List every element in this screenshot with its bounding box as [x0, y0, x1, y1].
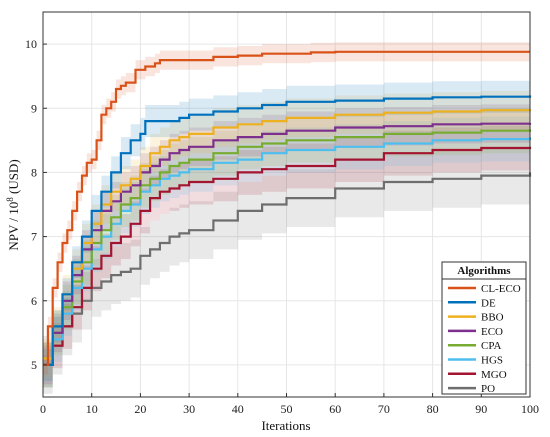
- legend-label-hgs: HGS: [481, 355, 503, 367]
- x-tick-label: 100: [521, 402, 539, 416]
- x-tick-label: 80: [427, 402, 439, 416]
- x-ticks: 0 10 20 30 40 50 60 70 80 90 100: [40, 393, 539, 416]
- y-tick-label: 8: [31, 165, 37, 179]
- legend-title: Algorithms: [457, 265, 511, 277]
- y-tick-label: 10: [25, 37, 37, 51]
- legend-label-eco: ECO: [481, 326, 503, 338]
- legend-label-po: PO: [481, 383, 495, 395]
- band-eco: [43, 103, 530, 385]
- series-line-cl-eco: [43, 50, 530, 366]
- legend-label-cl-eco: CL-ECO: [481, 283, 521, 295]
- band-cpa: [43, 107, 530, 388]
- y-axis-label-prefix: NPV / 10: [6, 202, 21, 251]
- legend-label-de: DE: [481, 297, 496, 309]
- y-tick-label: 5: [31, 358, 37, 372]
- x-tick-label: 70: [378, 402, 390, 416]
- y-axis-label-suffix: (USD): [6, 159, 21, 197]
- band-mgo: [43, 124, 530, 388]
- x-tick-label: 40: [232, 402, 244, 416]
- legend-label-mgo: MGO: [481, 369, 507, 381]
- legend: Algorithms CL-ECO DE BBO ECO CPA HGS MGO PO: [441, 261, 527, 395]
- y-tick-label: 9: [31, 101, 37, 115]
- x-tick-label: 0: [40, 402, 46, 416]
- lines-layer: [43, 50, 532, 366]
- y-axis-label-exponent: 8: [5, 197, 15, 202]
- x-tick-label: 90: [475, 402, 487, 416]
- legend-label-cpa: CPA: [481, 340, 501, 352]
- y-tick-label: 7: [31, 230, 37, 244]
- x-tick-label: 60: [329, 402, 341, 416]
- x-tick-label: 10: [86, 402, 98, 416]
- x-tick-label: 50: [281, 402, 293, 416]
- band-po: [43, 143, 530, 394]
- y-tick-label: 6: [31, 294, 37, 308]
- y-axis-label: NPV / 108 (USD): [5, 159, 21, 250]
- series-line-de: [43, 95, 532, 366]
- legend-box: [441, 261, 527, 395]
- x-axis-label: Iterations: [261, 418, 310, 433]
- band-hgs: [43, 114, 530, 388]
- y-ticks: 5 6 7 8 9 10: [25, 37, 47, 372]
- x-tick-label: 30: [183, 402, 195, 416]
- legend-label-bbo: BBO: [481, 312, 504, 324]
- band-bbo: [43, 90, 530, 378]
- legend-items: CL-ECO DE BBO ECO CPA HGS MGO PO: [448, 283, 521, 395]
- x-tick-label: 20: [134, 402, 146, 416]
